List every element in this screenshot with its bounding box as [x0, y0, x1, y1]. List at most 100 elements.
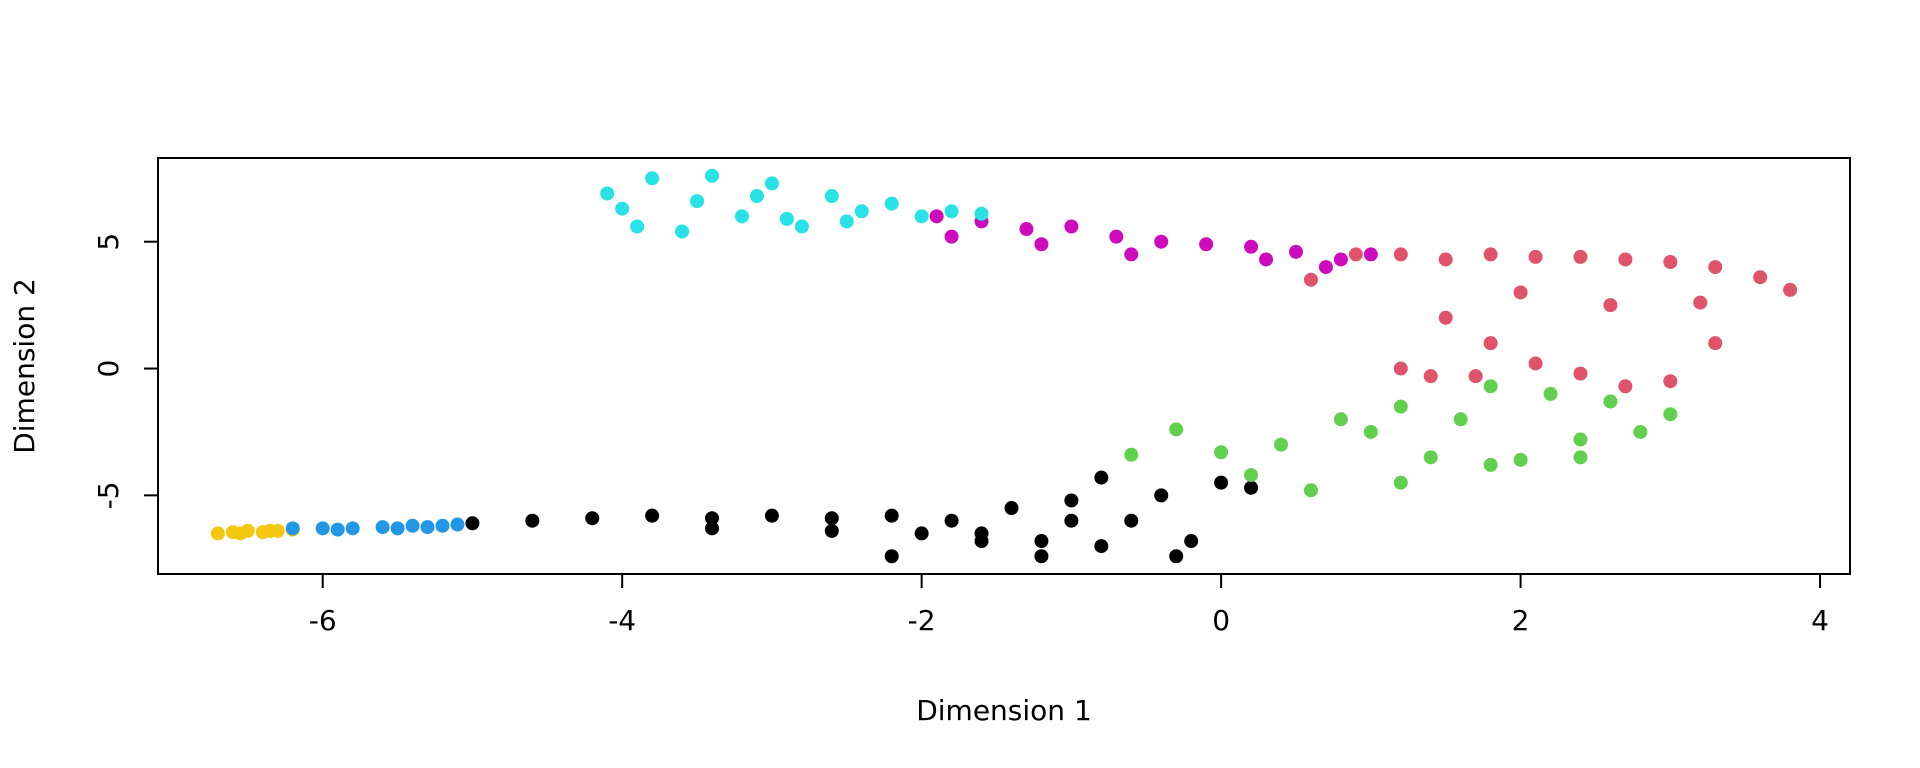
- data-point: [1034, 237, 1049, 252]
- data-point: [1124, 447, 1139, 462]
- data-point: [420, 520, 435, 535]
- data-point: [435, 518, 450, 533]
- data-point: [645, 508, 660, 523]
- data-point: [1483, 247, 1498, 262]
- data-point: [824, 511, 839, 526]
- data-point: [1124, 513, 1139, 528]
- data-point: [1363, 247, 1378, 262]
- points-layer: [210, 168, 1798, 564]
- data-point: [1453, 412, 1468, 427]
- data-point: [1393, 247, 1408, 262]
- data-point: [1303, 272, 1318, 287]
- data-point: [884, 196, 899, 211]
- data-point: [1214, 445, 1229, 460]
- data-point: [585, 511, 600, 526]
- data-point: [1064, 219, 1079, 234]
- x-tick-label: -4: [608, 604, 636, 637]
- data-point: [525, 513, 540, 528]
- data-point: [263, 523, 278, 538]
- data-point: [1094, 539, 1109, 554]
- x-tick-label: -6: [309, 604, 337, 637]
- data-point: [974, 206, 989, 221]
- data-point: [1708, 260, 1723, 275]
- data-point: [705, 168, 720, 183]
- data-point: [1708, 336, 1723, 351]
- data-point: [1199, 237, 1214, 252]
- x-tick-label: 4: [1811, 604, 1829, 637]
- data-point: [1573, 249, 1588, 264]
- x-tick-label: -2: [908, 604, 936, 637]
- data-point: [1603, 298, 1618, 313]
- data-point: [1244, 480, 1259, 495]
- data-point: [1184, 534, 1199, 549]
- data-point: [465, 516, 480, 531]
- data-point: [1169, 422, 1184, 437]
- data-point: [345, 521, 360, 536]
- y-axis-title: Dimension 2: [8, 278, 41, 454]
- y-tick-label: 5: [92, 233, 125, 251]
- data-point: [1423, 369, 1438, 384]
- plot-frame: [157, 157, 1851, 575]
- data-point: [1064, 493, 1079, 508]
- data-point: [1423, 450, 1438, 465]
- data-point: [450, 517, 465, 532]
- data-point: [1004, 501, 1019, 516]
- data-point: [1363, 424, 1378, 439]
- data-point: [854, 204, 869, 219]
- y-tick-label: -5: [92, 481, 125, 509]
- data-point: [390, 521, 405, 536]
- data-point: [929, 209, 944, 224]
- data-point: [839, 214, 854, 229]
- data-point: [1348, 247, 1363, 262]
- data-point: [1438, 310, 1453, 325]
- data-point: [1663, 407, 1678, 422]
- data-point: [1318, 260, 1333, 275]
- data-point: [1618, 252, 1633, 267]
- data-point: [1274, 437, 1289, 452]
- data-point: [944, 204, 959, 219]
- data-point: [824, 189, 839, 204]
- data-point: [1019, 222, 1034, 237]
- data-point: [705, 511, 720, 526]
- data-point: [690, 194, 705, 209]
- data-point: [734, 209, 749, 224]
- data-point: [1244, 468, 1259, 483]
- data-point: [405, 518, 420, 533]
- data-point: [1303, 483, 1318, 498]
- data-point: [1259, 252, 1274, 267]
- data-point: [1094, 470, 1109, 485]
- data-point: [1573, 432, 1588, 447]
- data-point: [1573, 450, 1588, 465]
- data-point: [1154, 234, 1169, 249]
- data-point: [315, 521, 330, 536]
- data-point: [749, 189, 764, 204]
- data-point: [1543, 386, 1558, 401]
- data-point: [824, 523, 839, 538]
- data-point: [1618, 379, 1633, 394]
- data-point: [779, 211, 794, 226]
- data-point: [764, 176, 779, 191]
- data-point: [1633, 424, 1648, 439]
- data-point: [1483, 379, 1498, 394]
- data-point: [630, 219, 645, 234]
- data-point: [794, 219, 809, 234]
- data-point: [645, 171, 660, 186]
- data-point: [1468, 369, 1483, 384]
- data-point: [1169, 549, 1184, 564]
- data-point: [1663, 255, 1678, 269]
- data-point: [944, 229, 959, 244]
- data-point: [914, 209, 929, 224]
- data-point: [1109, 229, 1124, 244]
- data-point: [764, 508, 779, 523]
- data-point: [1438, 252, 1453, 267]
- data-point: [1783, 282, 1798, 297]
- data-point: [1064, 513, 1079, 528]
- data-point: [1034, 549, 1049, 564]
- data-point: [375, 520, 390, 535]
- data-point: [974, 534, 989, 549]
- data-point: [884, 508, 899, 523]
- data-point: [1393, 475, 1408, 490]
- data-point: [675, 224, 690, 239]
- data-point: [884, 549, 899, 564]
